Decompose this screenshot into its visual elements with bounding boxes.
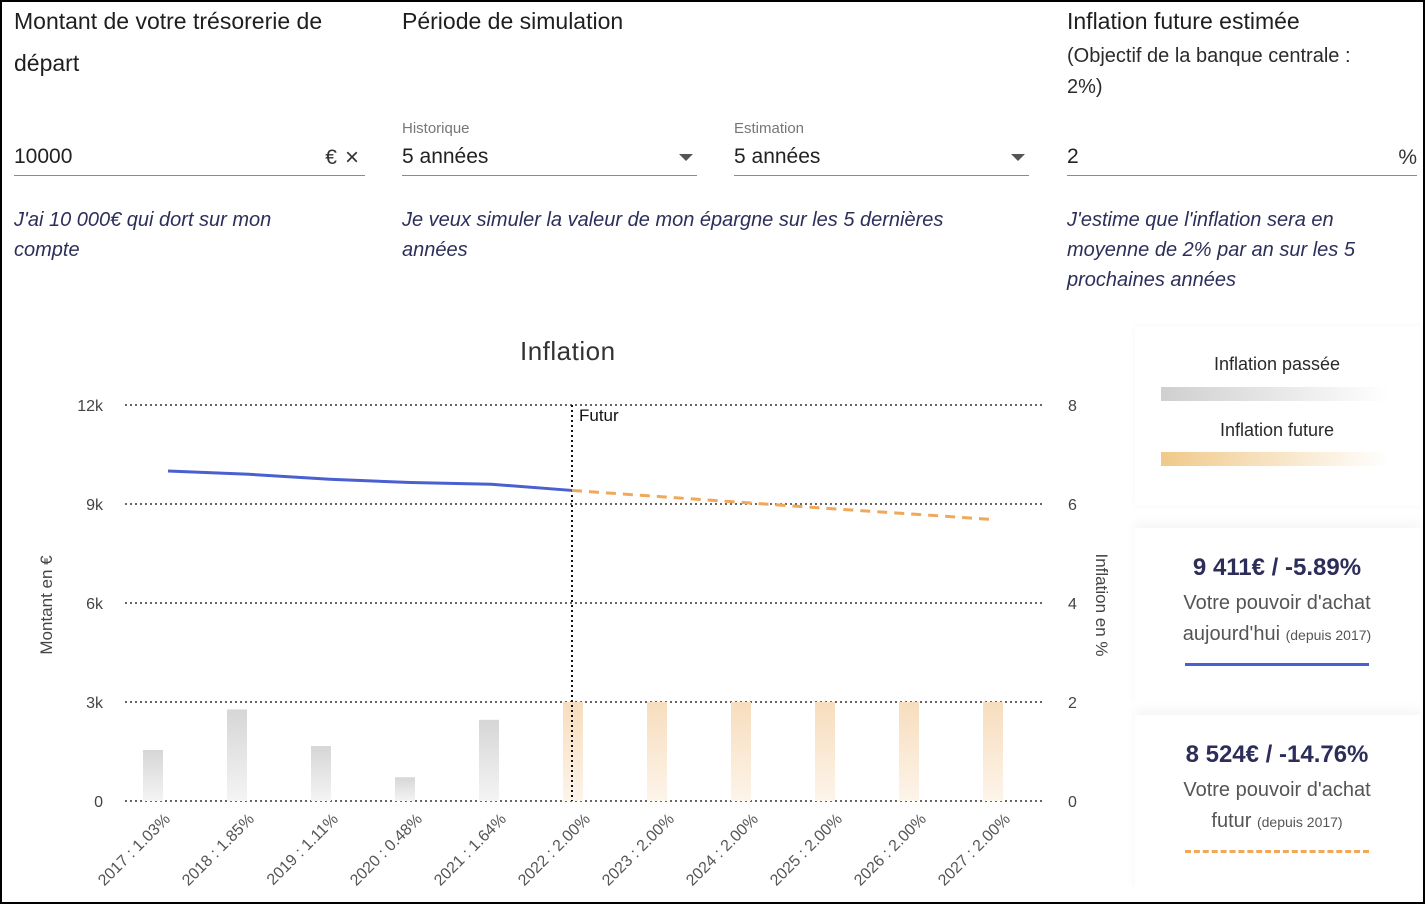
estimate-label: Estimation (734, 120, 805, 137)
period-hint: Je veux simuler la valeur de mon épargne… (402, 209, 944, 261)
history-label: Historique (402, 120, 470, 137)
legend-future-label: Inflation future (1219, 420, 1335, 440)
inflation-hint: J'estime que l'inflation sera en moyenne… (1067, 209, 1355, 291)
period-title: Période de simulation (402, 8, 624, 34)
legend-past-label: Inflation passée (1213, 354, 1341, 374)
right-axis-title: Inflation en % (1092, 553, 1111, 656)
future-marker-label: Futur (579, 406, 619, 425)
history-select[interactable]: 5 années (402, 140, 697, 176)
chart-title: Inflation (520, 336, 616, 366)
card-today: 9 411€ / -5.89% Votre pouvoir d'achat au… (1135, 528, 1421, 708)
percent-suffix: % (1398, 145, 1417, 169)
past-inflation-bar[interactable] (311, 746, 331, 801)
treasury-input-value[interactable]: 10000 (14, 144, 73, 168)
right-tick-label: 0 (1068, 794, 1077, 811)
today-line-swatch (1185, 663, 1369, 666)
left-tick-label: 6k (86, 596, 104, 613)
left-tick-label: 12k (77, 398, 104, 415)
estimate-select[interactable]: 5 années (734, 140, 1029, 176)
inflation-input[interactable]: 2 % (1067, 140, 1417, 176)
future-amount-line[interactable] (571, 488, 996, 522)
estimate-select-value: 5 années (734, 144, 821, 168)
legend-future-swatch (1161, 452, 1389, 466)
future-line-swatch (1185, 850, 1369, 853)
future-inflation-bar[interactable] (899, 702, 919, 801)
chart-legend: Inflation passée Inflation future (1135, 326, 1421, 506)
treasury-title: Montant de votre trésorerie de départ (14, 8, 323, 76)
past-inflation-bar[interactable] (395, 777, 415, 801)
treasury-input[interactable]: 10000 € × (14, 140, 365, 176)
future-inflation-bar[interactable] (731, 702, 751, 801)
left-tick-label: 9k (86, 497, 104, 514)
inflation-subtitle: (Objectif de la banque centrale : 2%) (1067, 45, 1351, 98)
currency-suffix: € (325, 145, 337, 169)
future-inflation-bar[interactable] (983, 702, 1003, 801)
x-tick-label: 2019 : 1.11% (264, 811, 342, 889)
x-tick-label: 2022 : 2.00% (515, 811, 594, 890)
inflation-chart: Futur 0 3k 6k 9k 12k 0 2 4 6 8 Montant en € Inflati… (37, 398, 1111, 890)
x-tick-label: 2025 : 2.00% (767, 811, 846, 890)
future-value: 8 524€ / -14.76% (1185, 741, 1369, 768)
x-tick-label: 2023 : 2.00% (599, 811, 678, 890)
history-select-value: 5 années (402, 144, 489, 168)
x-tick-label: 2017 : 1.03% (95, 811, 174, 890)
left-tick-label: 3k (86, 695, 104, 712)
future-inflation-bar[interactable] (647, 702, 667, 801)
x-tick-label: 2018 : 1.85% (179, 811, 258, 890)
right-tick-label: 4 (1068, 596, 1077, 613)
x-tick-label: 2020 : 0.48% (347, 811, 426, 890)
past-inflation-bar[interactable] (227, 709, 247, 801)
card-future: 8 524€ / -14.76% Votre pouvoir d'achat f… (1135, 715, 1421, 895)
x-tick-label: 2024 : 2.00% (683, 811, 762, 890)
today-text: Votre pouvoir d'achat aujourd'hui (depui… (1182, 592, 1372, 645)
future-text: Votre pouvoir d'achat futur (depuis 2017… (1183, 779, 1371, 832)
today-value: 9 411€ / -5.89% (1192, 554, 1362, 581)
left-axis-title: Montant en € (37, 555, 56, 655)
past-amount-line[interactable] (167, 469, 573, 492)
clear-icon[interactable]: × (344, 143, 359, 171)
x-tick-label: 2027 : 2.00% (935, 811, 1014, 890)
treasury-hint: J'ai 10 000€ qui dort sur mon compte (14, 209, 272, 261)
inflation-title: Inflation future estimée (1067, 8, 1300, 34)
left-tick-label: 0 (94, 794, 103, 811)
chevron-down-icon[interactable] (1011, 154, 1025, 161)
past-inflation-bar[interactable] (479, 719, 499, 801)
x-tick-label: 2021 : 1.64% (431, 811, 510, 890)
future-inflation-bar[interactable] (815, 702, 835, 801)
inflation-input-value[interactable]: 2 (1067, 144, 1079, 168)
past-inflation-bar[interactable] (143, 750, 163, 801)
x-tick-label: 2026 : 2.00% (851, 811, 930, 890)
right-tick-label: 8 (1068, 398, 1077, 415)
chevron-down-icon[interactable] (679, 154, 693, 161)
legend-past-swatch (1161, 387, 1389, 401)
right-tick-label: 6 (1068, 497, 1077, 514)
right-tick-label: 2 (1068, 695, 1077, 712)
